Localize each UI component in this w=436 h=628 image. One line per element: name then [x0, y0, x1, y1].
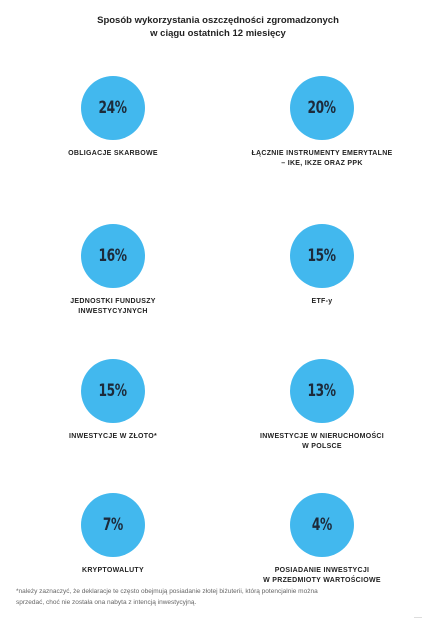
- stat-circle: 7%: [81, 493, 145, 557]
- stat-label: KRYPTOWALUTY: [13, 566, 213, 576]
- stat-label: ŁĄCZNIE INSTRUMENTY EMERYTALNE – IKE, IKZ…: [222, 149, 422, 169]
- stat-label: ETF-y: [222, 297, 422, 307]
- stat-circle: 20%: [290, 76, 354, 140]
- stat-label-line-1: ŁĄCZNIE INSTRUMENTY EMERYTALNE: [251, 150, 393, 157]
- stat-value: 16%: [98, 246, 128, 266]
- stat-circle: 4%: [290, 493, 354, 557]
- stat-value: 20%: [307, 98, 337, 118]
- stat-label: JEDNOSTKI FUNDUSZY INWESTYCYJNYCH: [13, 297, 213, 317]
- stat-circle: 15%: [290, 224, 354, 288]
- stat-label: POSIADANIE INWESTYCJI W PRZEDMIOTY WARTOŚ…: [222, 566, 422, 586]
- stat-circle: 16%: [81, 224, 145, 288]
- stat-label-line-1: POSIADANIE INWESTYCJI: [274, 567, 370, 574]
- stat-label-line-2: W POLSCE: [302, 443, 342, 450]
- stat-item: 15% ETF-y: [222, 224, 422, 307]
- corner-mark: [414, 617, 422, 618]
- stat-label-line-2: INWESTYCYJNYCH: [78, 308, 148, 315]
- stat-value: 4%: [311, 515, 333, 535]
- stat-item: 13% INWESTYCJE W NIERUCHOMOŚCI W POLSCE: [222, 359, 422, 452]
- stat-value: 13%: [307, 381, 337, 401]
- stat-circle: 13%: [290, 359, 354, 423]
- stat-value: 24%: [98, 98, 128, 118]
- chart-title: Sposób wykorzystania oszczędności zgroma…: [0, 14, 436, 40]
- stat-item: 4% POSIADANIE INWESTYCJI W PRZEDMIOTY WART…: [222, 493, 422, 586]
- footnote-line-1: *należy zaznaczyć, że deklaracje te częs…: [16, 588, 318, 595]
- stat-item: 7% KRYPTOWALUTY: [13, 493, 213, 576]
- stat-value: 15%: [98, 381, 128, 401]
- stat-label: INWESTYCJE W NIERUCHOMOŚCI W POLSCE: [222, 432, 422, 452]
- stat-label-line-1: JEDNOSTKI FUNDUSZY: [70, 298, 156, 305]
- stat-label-line-1: OBLIGACJE SKARBOWE: [68, 150, 158, 157]
- stat-label: INWESTYCJE W ZŁOTO*: [13, 432, 213, 442]
- chart-title-line-2: w ciągu ostatnich 12 miesięcy: [150, 28, 286, 39]
- stat-label-line-1: ETF-y: [311, 298, 333, 305]
- stat-label-line-2: – IKE, IKZE ORAZ PPK: [281, 160, 363, 167]
- stat-item: 20% ŁĄCZNIE INSTRUMENTY EMERYTALNE – IKE, …: [222, 76, 422, 169]
- stat-value: 15%: [307, 246, 337, 266]
- stat-circle: 24%: [81, 76, 145, 140]
- chart-title-line-1: Sposób wykorzystania oszczędności zgroma…: [97, 15, 339, 26]
- stat-label: OBLIGACJE SKARBOWE: [13, 149, 213, 159]
- stat-label-line-2: W PRZEDMIOTY WARTOŚCIOWE: [263, 577, 381, 584]
- stat-item: 24% OBLIGACJE SKARBOWE: [13, 76, 213, 159]
- footnote-line-2: sprzedać, choć nie została ona nabyta z …: [16, 599, 197, 606]
- stat-label-line-1: INWESTYCJE W NIERUCHOMOŚCI: [259, 433, 385, 440]
- stat-label-line-1: INWESTYCJE W ZŁOTO*: [68, 433, 158, 440]
- stat-item: 15% INWESTYCJE W ZŁOTO*: [13, 359, 213, 442]
- stat-item: 16% JEDNOSTKI FUNDUSZY INWESTYCYJNYCH: [13, 224, 213, 317]
- footnote: *należy zaznaczyć, że deklaracje te częs…: [16, 586, 420, 608]
- stat-value: 7%: [102, 515, 124, 535]
- stat-label-line-1: KRYPTOWALUTY: [82, 567, 144, 574]
- stat-circle: 15%: [81, 359, 145, 423]
